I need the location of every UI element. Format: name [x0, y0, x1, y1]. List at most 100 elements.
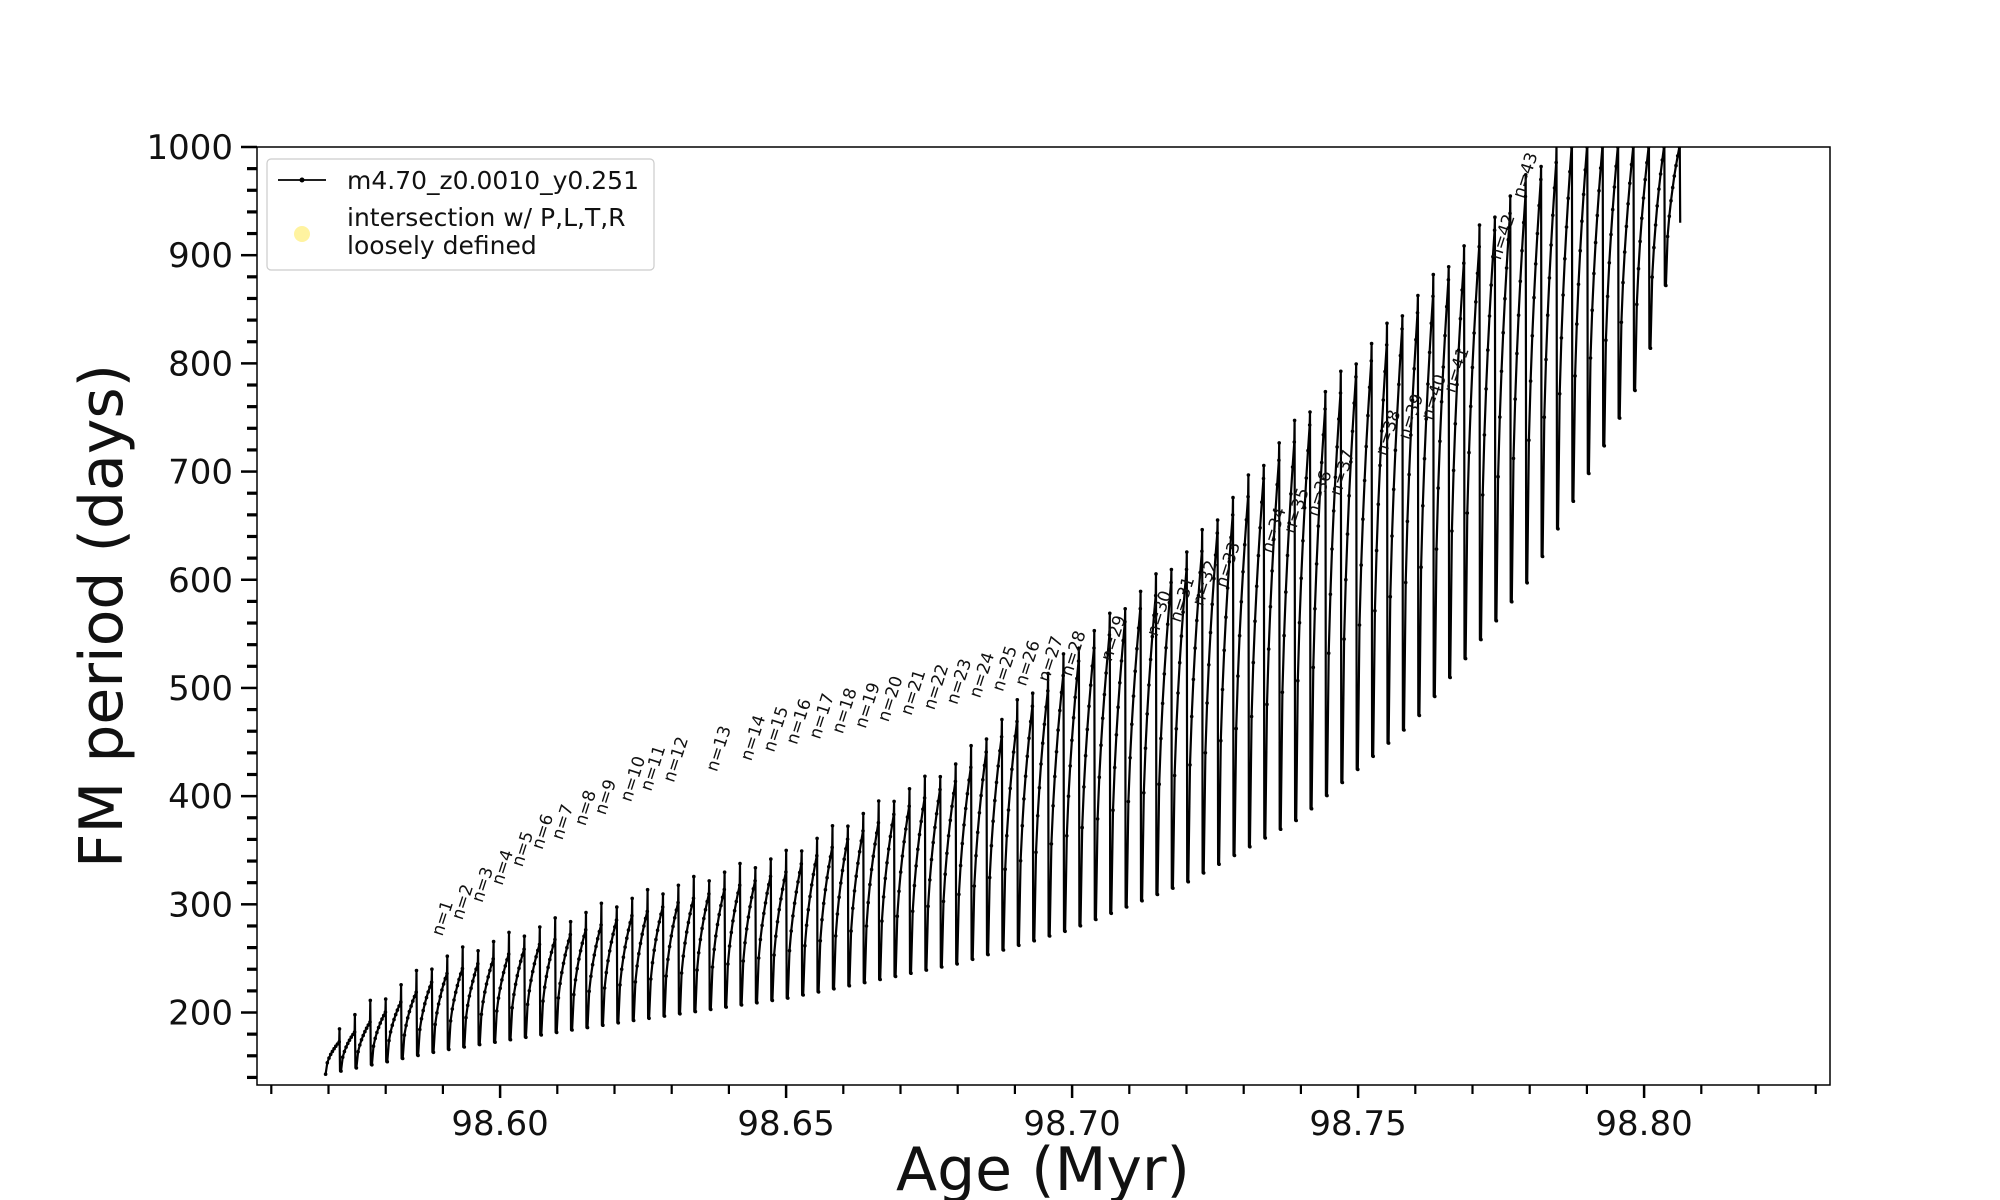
series-point [436, 1002, 441, 1006]
series-point [495, 1009, 499, 1013]
series-point [491, 939, 496, 944]
series-point [1616, 147, 1620, 149]
series-point [1433, 694, 1437, 699]
series-point [1239, 600, 1244, 604]
series-point [383, 997, 388, 1001]
series-point [720, 895, 725, 900]
series-point [869, 867, 874, 872]
series-point [1667, 214, 1672, 218]
series-point [462, 1045, 467, 1049]
series-point [1521, 220, 1526, 225]
series-point [1438, 439, 1442, 444]
y-tick-label: 700 [168, 453, 233, 493]
series-point [1643, 177, 1647, 182]
series-point [987, 875, 992, 880]
series-point [1196, 593, 1201, 598]
series-point [419, 1017, 424, 1021]
series-point [1030, 704, 1035, 708]
series-point [1357, 623, 1362, 627]
series-point [1292, 440, 1297, 444]
series-point [1224, 615, 1228, 619]
series-point [1114, 733, 1119, 737]
series-point [1152, 613, 1156, 618]
series-point [1230, 513, 1235, 517]
series-point [1270, 569, 1274, 573]
series-point [1301, 539, 1305, 543]
series-point [1518, 279, 1523, 284]
series-point [583, 928, 588, 932]
series-point [1254, 584, 1259, 589]
series-point [549, 950, 554, 955]
series-point [1107, 633, 1112, 637]
series-point [1232, 853, 1237, 858]
series-point [815, 853, 819, 858]
series-point [1424, 417, 1428, 421]
series-point [411, 999, 415, 1003]
series-point [1552, 186, 1557, 190]
series-point [821, 901, 826, 906]
series-point [1001, 948, 1006, 952]
series-point [1362, 478, 1367, 483]
series-point [525, 1002, 530, 1007]
series-point [895, 914, 900, 918]
series-point [575, 966, 579, 971]
series-point [1148, 657, 1153, 662]
series-point [508, 1037, 513, 1042]
series-point [953, 779, 958, 784]
series-point [560, 970, 564, 975]
series-point [703, 907, 708, 912]
series-point [916, 847, 920, 852]
series-point [488, 968, 492, 973]
series-point [1540, 554, 1545, 559]
series-point [1530, 334, 1535, 338]
series-point [1539, 164, 1543, 169]
series-point [491, 957, 496, 961]
series-point [477, 1042, 482, 1047]
series-point [1436, 486, 1440, 490]
series-point [943, 872, 947, 876]
series-point [898, 870, 903, 874]
series-point [573, 978, 578, 982]
legend-entry-intersection-line-2: loosely defined [347, 231, 537, 260]
series-point [541, 999, 545, 1003]
series-point [1614, 164, 1618, 169]
series-point [1371, 754, 1375, 759]
series-point [874, 831, 879, 835]
series-point [1258, 526, 1262, 530]
series-point [753, 866, 758, 870]
series-point [1153, 593, 1158, 598]
series-point [678, 1012, 682, 1016]
series-point [970, 957, 975, 962]
y-tick-label: 200 [168, 994, 233, 1034]
series-point [1388, 594, 1393, 599]
series-point [924, 968, 929, 972]
series-point [1631, 147, 1635, 149]
series-point [1361, 517, 1365, 521]
series-point [1215, 518, 1220, 522]
series-point [1013, 734, 1018, 738]
y-tick-label: 500 [168, 669, 233, 709]
series-point [1444, 304, 1449, 309]
series-point [1354, 362, 1358, 366]
series-point [900, 854, 905, 858]
series-point [554, 1030, 559, 1035]
series-point [1616, 124, 1620, 128]
series-point [1354, 375, 1358, 379]
series-point [520, 953, 525, 957]
series-point [1136, 626, 1141, 630]
series-point [732, 908, 737, 913]
series-point [599, 923, 603, 927]
series-point [642, 924, 646, 928]
series-point [373, 1036, 378, 1041]
series-point [1251, 660, 1256, 665]
series-point [1410, 398, 1415, 403]
series-point [1331, 509, 1336, 513]
series-point [1617, 416, 1622, 420]
series-point [339, 1069, 343, 1073]
series-point [327, 1056, 331, 1060]
series-point [1008, 786, 1012, 791]
series-point [676, 900, 680, 905]
series-point [803, 943, 807, 948]
series-point [1253, 619, 1257, 623]
series-point [741, 959, 746, 963]
